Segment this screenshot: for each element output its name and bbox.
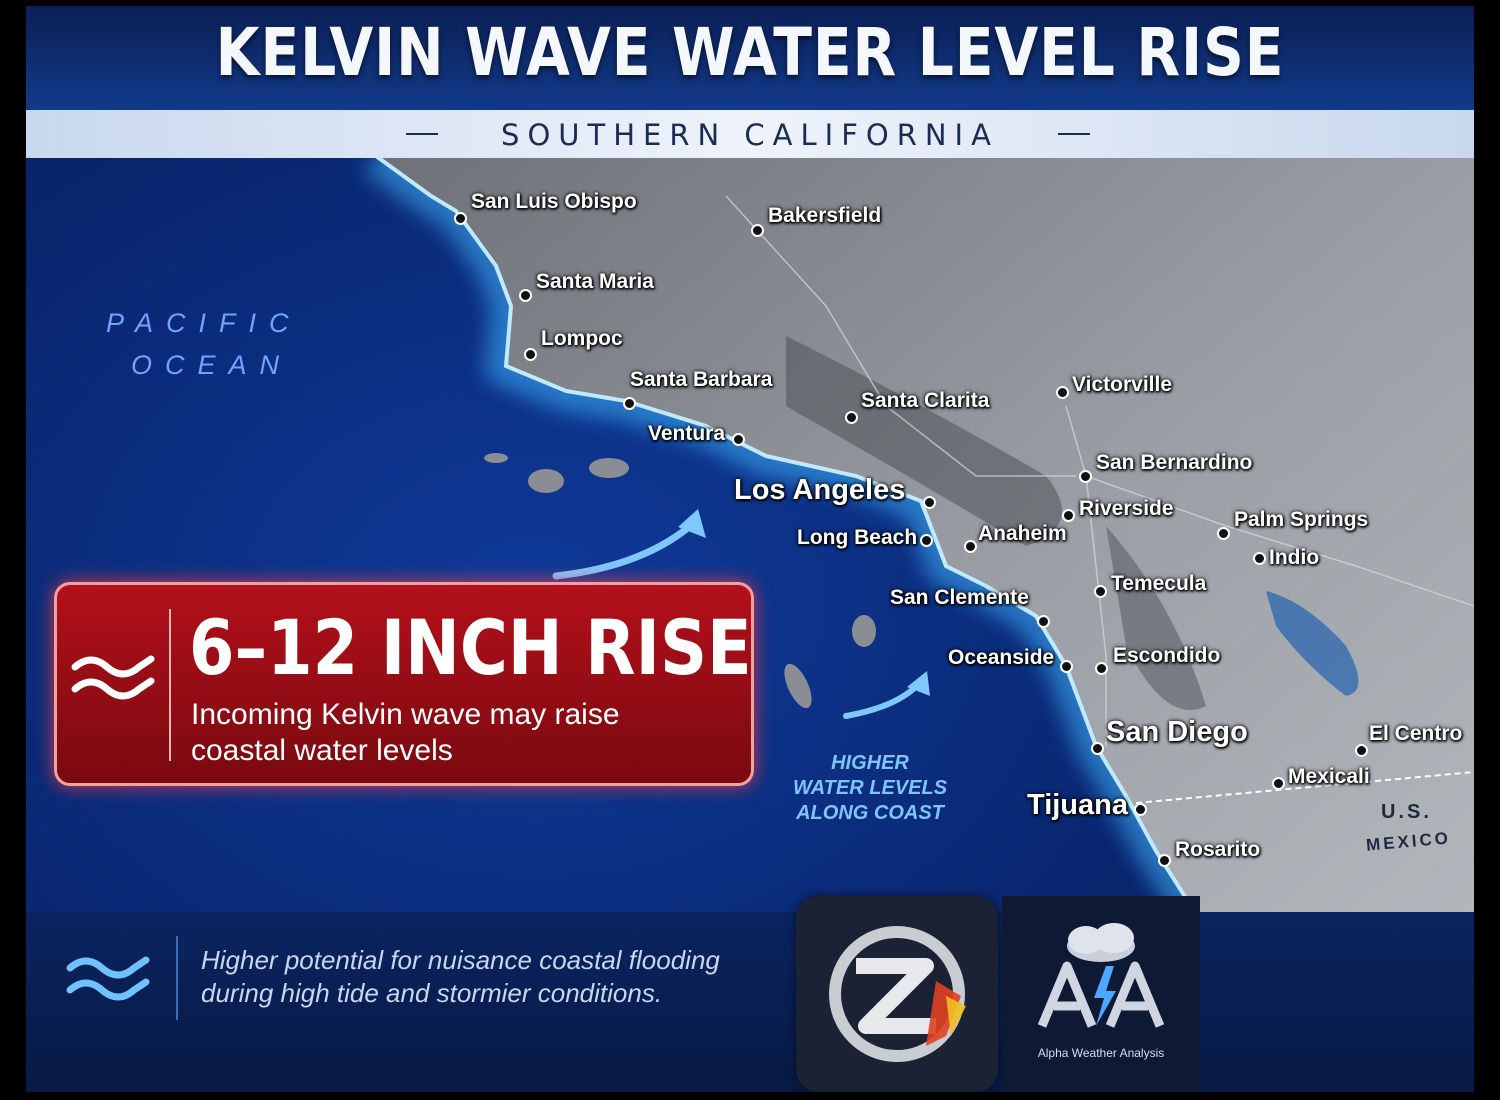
city-dot (1091, 742, 1104, 755)
city-dot (519, 289, 532, 302)
city-label: Escondido (1113, 644, 1221, 667)
highway (725, 195, 1076, 477)
city-dot (524, 348, 537, 361)
city-dot (454, 212, 467, 225)
coast-note-line: HIGHER (831, 752, 909, 774)
city-label: Anaheim (978, 522, 1067, 545)
subtitle-band (26, 110, 1474, 158)
salton-sea (1266, 591, 1359, 696)
city-label: Oceanside (948, 646, 1055, 669)
alert-divider (169, 609, 171, 761)
ocean-label: OCEAN (131, 350, 293, 380)
city-label: Riverside (1079, 497, 1174, 520)
city-dot (623, 397, 636, 410)
city-label: Rosarito (1175, 838, 1261, 861)
city-label: Indio (1269, 546, 1320, 569)
map-graphic (26, 6, 1474, 1092)
arrow-icon (552, 517, 700, 580)
border-label-us: U.S. (1381, 801, 1432, 823)
map-frame: KELVIN WAVE WATER LEVEL RISE SOUTHERN CA… (26, 6, 1474, 1092)
city-label: Santa Maria (536, 270, 654, 293)
city-label: San Clemente (890, 586, 1029, 609)
alert-headline: 6–12 INCH RISE (189, 603, 752, 692)
island (852, 615, 876, 647)
island (528, 469, 564, 493)
highway (1085, 475, 1474, 607)
city-dot (845, 411, 858, 424)
city-label: Mexicali (1288, 765, 1370, 788)
city-dot (1355, 744, 1368, 757)
border-line (1135, 771, 1474, 804)
subtitle-rule (406, 133, 438, 135)
city-label: Palm Springs (1234, 508, 1369, 531)
footer-divider (176, 936, 178, 1020)
city-dot (732, 433, 745, 446)
page-title: KELVIN WAVE WATER LEVEL RISE (215, 14, 1285, 91)
city-label: Long Beach (797, 526, 918, 549)
island (589, 458, 629, 478)
awa-logo-graphic (1037, 923, 1165, 1028)
coast-note-line: WATER LEVELS (792, 777, 948, 799)
coastline (374, 154, 1328, 1092)
land-mass (376, 156, 1474, 1092)
city-dot (1094, 585, 1107, 598)
city-dot (1272, 777, 1285, 790)
ocean-label: PACIFIC (106, 308, 302, 338)
city-dot (1060, 660, 1073, 673)
city-dot (1158, 854, 1171, 867)
mountain-range (786, 336, 1062, 546)
city-label: San Luis Obispo (471, 190, 637, 213)
coast-note: HIGHER WATER LEVELS ALONG COAST (788, 751, 952, 826)
alert-banner: 6–12 INCH RISE Incoming Kelvin wave may … (54, 582, 754, 786)
zw-logo-graphic (829, 926, 966, 1062)
coast-note-line: ALONG COAST (796, 802, 944, 824)
footer-note: Higher potential for nuisance coastal fl… (201, 944, 720, 1010)
arrow-head-icon (678, 509, 706, 538)
city-label: Bakersfield (768, 204, 882, 227)
waves-icon (66, 956, 150, 1001)
city-label: Temecula (1111, 572, 1207, 595)
city-label: El Centro (1369, 722, 1463, 745)
alert-body: Incoming Kelvin wave may raise coastal w… (191, 697, 620, 769)
footer-note-line: during high tide and stormier conditions… (201, 978, 663, 1008)
footer-note-line: Higher potential for nuisance coastal fl… (201, 945, 720, 975)
city-dot (1056, 386, 1069, 399)
title-band (26, 6, 1474, 110)
awa-logo-name: Alpha Weather Analysis (1037, 1046, 1165, 1060)
subtitle-rule (1058, 133, 1090, 135)
zw-logo (796, 896, 998, 1092)
footer-band (26, 912, 1474, 1092)
city-dot (1095, 662, 1108, 675)
city-dot (1079, 470, 1092, 483)
city-label: Santa Clarita (861, 389, 990, 412)
city-dot (964, 540, 977, 553)
highway (1065, 405, 1107, 746)
city-dot (1062, 509, 1075, 522)
island (784, 663, 812, 709)
awa-logo: Alpha Weather Analysis (1002, 896, 1200, 1092)
city-label: San Diego (1106, 716, 1248, 748)
waves-icon (71, 655, 155, 700)
city-label: Tijuana (1027, 789, 1128, 821)
city-label: Los Angeles (734, 474, 906, 506)
city-dot (1134, 803, 1147, 816)
city-label: Lompoc (541, 327, 623, 350)
page-subtitle: SOUTHERN CALIFORNIA (501, 118, 999, 152)
city-label: Santa Barbara (630, 368, 773, 391)
mountain-range (1106, 526, 1206, 710)
arrow-head-icon (907, 671, 930, 696)
city-dot (1217, 527, 1230, 540)
city-dot (1037, 615, 1050, 628)
city-label: Ventura (648, 422, 726, 445)
city-dot (920, 534, 933, 547)
alert-body-line: Incoming Kelvin wave may raise (191, 698, 620, 731)
city-label: Victorville (1072, 373, 1172, 396)
city-label: San Bernardino (1096, 451, 1253, 474)
alert-body-line: coastal water levels (191, 734, 453, 767)
city-dot (751, 224, 764, 237)
city-dot (1253, 552, 1266, 565)
island (484, 453, 508, 463)
city-dot (923, 496, 936, 509)
